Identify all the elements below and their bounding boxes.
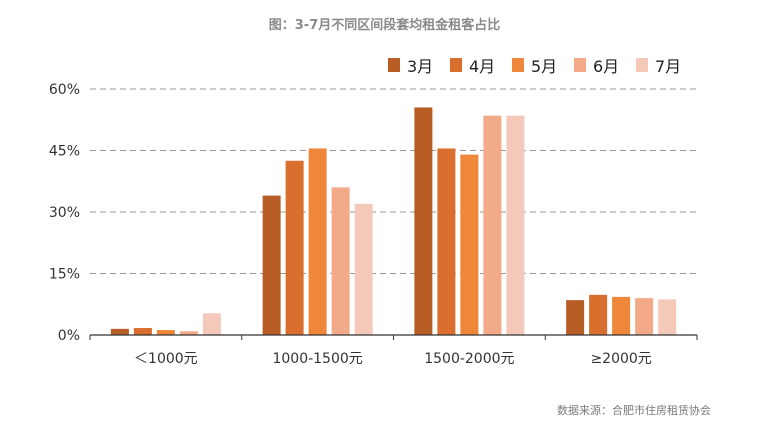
- legend-label-4月: 4月: [469, 57, 495, 76]
- bar-5月-3: [612, 296, 631, 335]
- bar-7月-1: [354, 203, 373, 335]
- legend-swatch-4月: [450, 58, 462, 72]
- bar-7月-2: [506, 115, 525, 336]
- legend-swatch-3月: [388, 58, 400, 72]
- bar-6月-0: [179, 331, 198, 335]
- source-note: 数据来源：合肥市住房租赁协会: [557, 404, 711, 417]
- legend-label-6月: 6月: [593, 57, 619, 76]
- y-tick-label: 15%: [49, 267, 80, 283]
- bar-6月-1: [331, 187, 350, 335]
- x-axis: ＜1000元 1000-1500元 1500-2000元 ≥2000元: [89, 334, 698, 367]
- legend: 3月 4月 5月 6月 7月: [388, 57, 681, 76]
- bar-5月-2: [460, 154, 479, 335]
- chart-title: 图：3-7月不同区间段套均租金租客占比: [268, 18, 501, 33]
- bar-3月-3: [566, 300, 585, 335]
- legend-swatch-5月: [512, 58, 524, 72]
- bar-3月-2: [414, 107, 433, 335]
- legend-label-5月: 5月: [531, 57, 557, 76]
- bar-5月-0: [156, 330, 175, 335]
- y-tick-label: 45%: [49, 144, 80, 160]
- bar-4月-2: [437, 148, 456, 335]
- bar-4月-1: [285, 160, 304, 335]
- x-tick-label: ≥2000元: [590, 351, 651, 367]
- x-tick-label: ＜1000元: [134, 351, 198, 367]
- bar-7月-0: [202, 313, 221, 335]
- legend-label-3月: 3月: [407, 57, 433, 76]
- y-tick-label: 60%: [49, 82, 80, 98]
- y-tick-label: 30%: [49, 205, 80, 221]
- x-tick-label: 1500-2000元: [424, 351, 514, 367]
- bar-5月-1: [308, 148, 327, 335]
- y-tick-label: 0%: [58, 328, 80, 344]
- bar-6月-3: [635, 298, 654, 335]
- bar-4月-3: [589, 294, 608, 335]
- bars: [110, 107, 677, 336]
- bar-4月-0: [133, 328, 152, 335]
- bar-3月-0: [110, 328, 129, 335]
- bar-6月-2: [483, 115, 502, 336]
- grid-lines: 0% 15% 30% 45% 60%: [49, 82, 697, 344]
- legend-swatch-7月: [636, 58, 648, 72]
- x-tick-label: 1000-1500元: [272, 351, 362, 367]
- bar-7月-3: [658, 299, 677, 335]
- legend-label-7月: 7月: [655, 57, 681, 76]
- legend-swatch-6月: [574, 58, 586, 72]
- bar-3月-1: [262, 195, 281, 335]
